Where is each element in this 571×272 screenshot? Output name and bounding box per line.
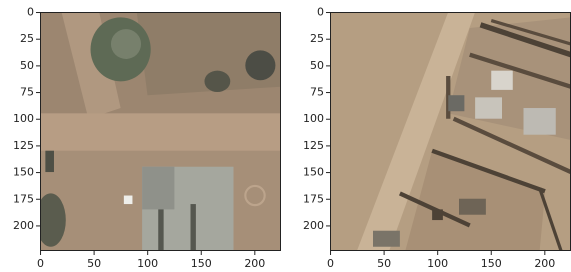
- x-tick-label: 200: [534, 257, 555, 270]
- y-tick-label: 125: [13, 139, 34, 152]
- x-tick-label: 150: [481, 257, 502, 270]
- y-tick-label: 25: [310, 32, 324, 45]
- y-tick-label: 50: [310, 59, 324, 72]
- satellite-image: [36, 12, 281, 251]
- y-tick-label: 75: [20, 86, 34, 99]
- x-tick-label: 50: [377, 257, 391, 270]
- x-tick-label: 100: [427, 257, 448, 270]
- x-tick-label: 150: [191, 257, 212, 270]
- x-tick-label: 0: [327, 257, 334, 270]
- y-tick-label: 100: [13, 112, 34, 125]
- figure: 0 50 100 150 200 0 25 50 75 100 125 150 175 200 0 50 100…: [0, 0, 571, 272]
- y-tick-label: 175: [303, 192, 324, 205]
- y-tick-label: 175: [13, 192, 34, 205]
- y-tick-label: 200: [303, 219, 324, 232]
- y-tick-label: 75: [310, 86, 324, 99]
- y-tick-label: 50: [20, 59, 34, 72]
- y-tick-label: 150: [13, 166, 34, 179]
- y-tick-label: 150: [303, 166, 324, 179]
- x-tick-label: 100: [137, 257, 158, 270]
- y-tick-label: 25: [20, 32, 34, 45]
- y-tick-label: 200: [13, 219, 34, 232]
- x-tick-label: 0: [37, 257, 44, 270]
- y-tick-label: 100: [303, 112, 324, 125]
- y-tick-label: 0: [27, 6, 34, 19]
- x-tick-label: 50: [87, 257, 101, 270]
- y-tick-label: 0: [317, 6, 324, 19]
- y-tick-label: 125: [303, 139, 324, 152]
- satellite-image: [330, 12, 571, 251]
- x-tick-label: 200: [244, 257, 265, 270]
